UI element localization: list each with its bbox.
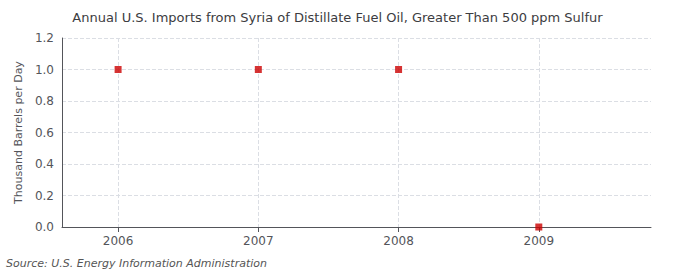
svg-text:Annual U.S. Imports from Syria: Annual U.S. Imports from Syria of Distil… [72, 10, 603, 25]
svg-text:0.8: 0.8 [35, 94, 54, 108]
svg-text:2008: 2008 [383, 234, 414, 248]
svg-text:2009: 2009 [524, 234, 555, 248]
svg-text:1.2: 1.2 [35, 31, 54, 45]
svg-text:0.2: 0.2 [35, 189, 54, 203]
svg-text:Thousand Barrels per Day: Thousand Barrels per Day [12, 61, 25, 205]
svg-text:0.4: 0.4 [35, 157, 54, 171]
svg-text:0.0: 0.0 [35, 220, 54, 234]
svg-text:Source: U.S. Energy Informatio: Source: U.S. Energy Information Administ… [6, 257, 267, 270]
svg-text:2007: 2007 [243, 234, 274, 248]
svg-text:2006: 2006 [103, 234, 134, 248]
svg-text:1.0: 1.0 [35, 63, 54, 77]
svg-text:0.6: 0.6 [35, 126, 54, 140]
